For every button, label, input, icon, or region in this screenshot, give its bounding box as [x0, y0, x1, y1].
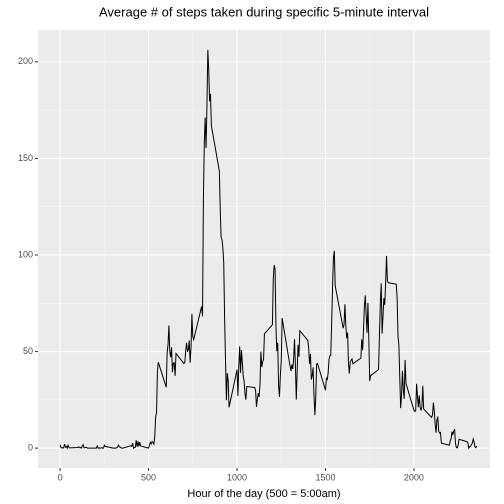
- y-tick-label: 0: [28, 442, 33, 452]
- x-tick-label: 1500: [315, 472, 335, 482]
- x-tick-label: 1000: [227, 472, 247, 482]
- y-tick-label: 100: [18, 249, 33, 259]
- x-tick-label: 2000: [404, 472, 424, 482]
- y-tick-label: 50: [23, 346, 33, 356]
- x-tick-label: 0: [58, 472, 63, 482]
- data-line: [59, 49, 478, 450]
- y-tick-label: 150: [18, 153, 33, 163]
- y-tick-label: 200: [18, 56, 33, 66]
- chart-title: Average # of steps taken during specific…: [99, 4, 429, 19]
- panel: [38, 30, 490, 468]
- x-axis-title: Hour of the day (500 = 5:00am): [187, 488, 340, 500]
- x-tick-label: 500: [141, 472, 156, 482]
